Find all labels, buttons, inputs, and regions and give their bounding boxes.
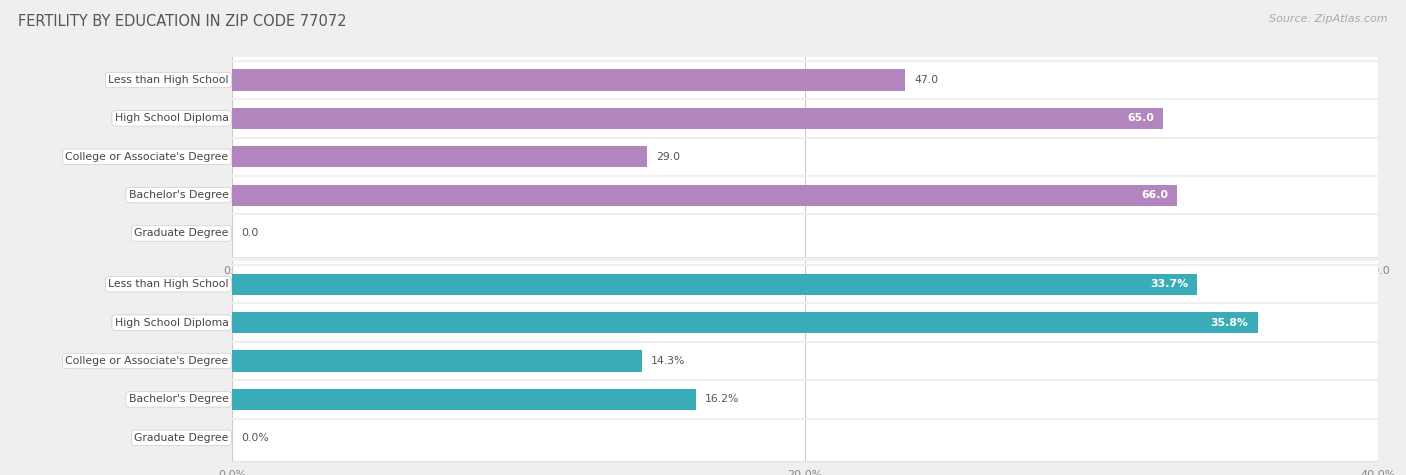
Text: Graduate Degree: Graduate Degree — [134, 433, 229, 443]
Bar — [232, 312, 1257, 333]
Text: 47.0: 47.0 — [914, 75, 938, 85]
Text: Less than High School: Less than High School — [108, 75, 229, 85]
Text: 35.8%: 35.8% — [1211, 318, 1249, 328]
Text: Bachelor's Degree: Bachelor's Degree — [129, 394, 229, 404]
Text: 66.0: 66.0 — [1142, 190, 1168, 200]
Bar — [232, 185, 1177, 206]
Bar — [232, 351, 641, 371]
Text: High School Diploma: High School Diploma — [115, 318, 229, 328]
Bar — [232, 389, 696, 410]
Text: FERTILITY BY EDUCATION IN ZIP CODE 77072: FERTILITY BY EDUCATION IN ZIP CODE 77072 — [18, 14, 347, 29]
Bar — [232, 69, 905, 91]
Text: 0.0%: 0.0% — [242, 433, 269, 443]
Text: Source: ZipAtlas.com: Source: ZipAtlas.com — [1270, 14, 1388, 24]
Text: High School Diploma: High School Diploma — [115, 114, 229, 124]
Text: 33.7%: 33.7% — [1150, 279, 1188, 289]
Text: Less than High School: Less than High School — [108, 279, 229, 289]
Text: 14.3%: 14.3% — [651, 356, 685, 366]
Text: Bachelor's Degree: Bachelor's Degree — [129, 190, 229, 200]
Text: College or Associate's Degree: College or Associate's Degree — [66, 152, 229, 162]
Text: 65.0: 65.0 — [1128, 114, 1154, 124]
Text: 16.2%: 16.2% — [706, 394, 740, 404]
Bar — [232, 274, 1198, 295]
Bar — [232, 146, 647, 167]
Text: College or Associate's Degree: College or Associate's Degree — [66, 356, 229, 366]
Text: 0.0: 0.0 — [242, 228, 259, 238]
Text: Graduate Degree: Graduate Degree — [134, 228, 229, 238]
Text: 29.0: 29.0 — [657, 152, 681, 162]
Bar — [232, 108, 1163, 129]
